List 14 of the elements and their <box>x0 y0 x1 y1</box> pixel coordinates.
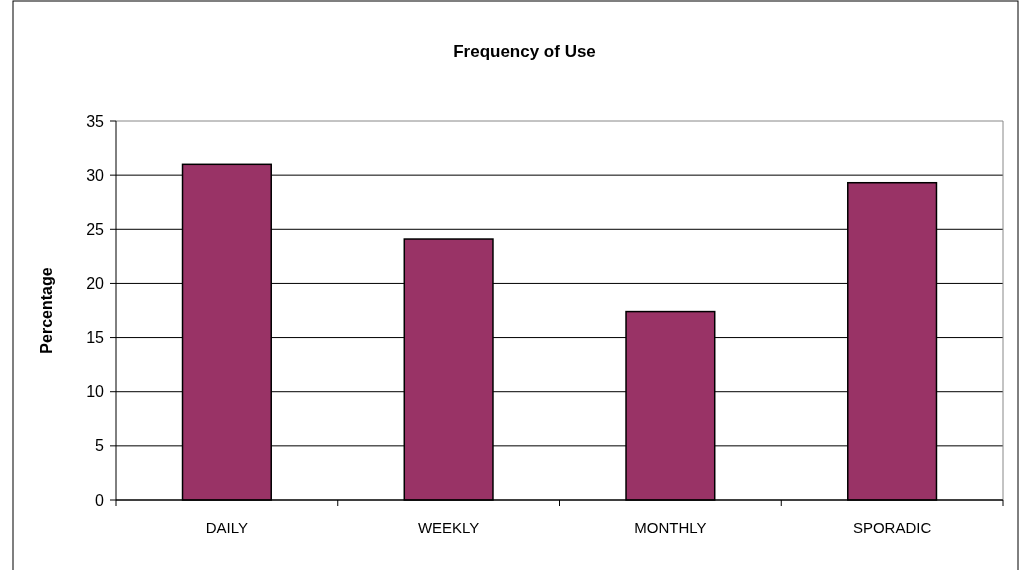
y-tick-label: 35 <box>86 112 105 130</box>
y-tick-label: 5 <box>95 437 105 455</box>
x-tick-label: WEEKLY <box>417 519 480 536</box>
x-tick-label: MONTHLY <box>634 519 707 536</box>
chart-title: Frequency of Use <box>453 42 596 61</box>
y-tick-label: 25 <box>86 220 105 238</box>
y-tick-label: 20 <box>86 275 105 293</box>
y-tick-label: 15 <box>86 329 105 347</box>
y-axis-title: Percentage <box>38 267 55 354</box>
x-tick-label: SPORADIC <box>852 519 932 536</box>
y-tick-label: 30 <box>86 166 105 184</box>
y-tick-label: 10 <box>86 383 105 401</box>
x-tick-label: DAILY <box>205 519 248 536</box>
y-tick-label: 0 <box>95 491 105 509</box>
